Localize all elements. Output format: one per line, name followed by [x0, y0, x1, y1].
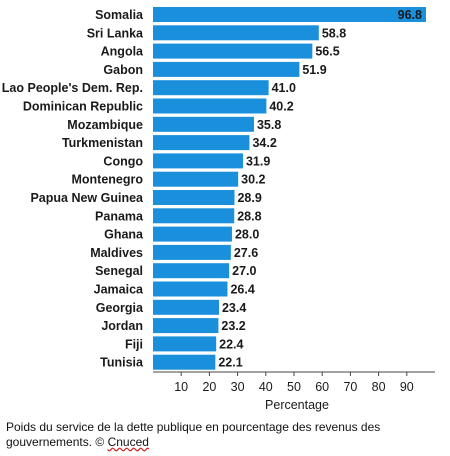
bars-group: [153, 7, 426, 370]
bar: [153, 208, 235, 224]
category-label: Jamaica: [94, 283, 144, 297]
category-label: Sri Lanka: [87, 26, 144, 40]
value-label: 23.4: [222, 301, 246, 315]
value-label: 35.8: [257, 118, 281, 132]
x-tick-label: 80: [372, 380, 386, 394]
caption-text: Poids du service de la dette publique en…: [6, 420, 381, 449]
bar: [153, 61, 300, 77]
x-axis-ticks-group: 10 20 30 40 50 60 70 80 90: [174, 372, 414, 394]
bar: [153, 98, 267, 114]
value-label: 96.8: [398, 8, 422, 22]
bar: [153, 263, 230, 279]
category-labels-group: Somalia Sri Lanka Angola Gabon Lao People's …: [2, 8, 144, 370]
category-label: Panama: [95, 209, 144, 223]
value-label: 34.2: [252, 136, 276, 150]
category-label: Papua New Guinea: [30, 191, 144, 205]
value-label: 27.6: [234, 246, 258, 260]
bar: [153, 226, 232, 242]
category-label: Ghana: [104, 228, 144, 242]
x-tick-label: 70: [343, 380, 357, 394]
bar: [153, 80, 269, 96]
value-label: 58.8: [322, 26, 346, 40]
bar: [153, 244, 231, 260]
bar: [153, 318, 219, 334]
bar: [153, 354, 216, 370]
category-label: Georgia: [96, 301, 144, 315]
value-label: 22.1: [218, 356, 242, 370]
category-label: Somalia: [95, 8, 144, 22]
x-tick-label: 20: [202, 380, 216, 394]
value-label: 22.4: [219, 337, 243, 351]
bar-chart: Somalia Sri Lanka Angola Gabon Lao People's …: [2, 7, 435, 412]
bar: [153, 299, 219, 315]
bar: [153, 171, 239, 187]
category-label: Mozambique: [67, 118, 143, 132]
category-label: Lao People's Dem. Rep.: [2, 81, 143, 95]
bar: [153, 7, 426, 22]
bar: [153, 281, 228, 297]
value-label: 23.2: [221, 319, 245, 333]
value-label: 28.8: [237, 209, 261, 223]
value-label: 51.9: [302, 63, 326, 77]
bar: [153, 190, 235, 205]
value-label: 41.0: [272, 81, 296, 95]
bar: [153, 25, 319, 41]
category-label: Jordan: [101, 319, 143, 333]
category-label: Gabon: [103, 63, 143, 77]
category-label: Dominican Republic: [23, 100, 143, 114]
bar: [153, 135, 250, 151]
category-label: Maldives: [90, 246, 143, 260]
x-tick-label: 50: [287, 380, 301, 394]
value-label: 30.2: [241, 173, 265, 187]
x-tick-label: 10: [174, 380, 188, 394]
x-tick-label: 60: [315, 380, 329, 394]
value-label: 56.5: [315, 45, 339, 59]
category-label: Turkmenistan: [62, 136, 143, 150]
figure-caption: Poids du service de la dette publique en…: [6, 420, 446, 450]
category-label: Senegal: [95, 264, 143, 278]
category-label: Fiji: [125, 337, 143, 351]
category-label: Montenegro: [71, 173, 143, 187]
x-axis-title: Percentage: [265, 398, 329, 412]
category-label: Tunisia: [100, 356, 144, 370]
bar: [153, 153, 243, 169]
value-label: 26.4: [230, 283, 254, 297]
value-label: 28.9: [237, 191, 261, 205]
value-label: 28.0: [235, 228, 259, 242]
bar: [153, 336, 217, 352]
value-label: 31.9: [246, 154, 270, 168]
x-tick-label: 90: [400, 380, 414, 394]
bar: [153, 116, 254, 132]
caption-source: Cnuced: [107, 435, 149, 449]
x-tick-label: 40: [259, 380, 273, 394]
category-label: Angola: [101, 45, 144, 59]
value-labels-group: 96.8 58.8 56.5 51.9 41.0 40.2 35.8 34.2 31.9 30.2…: [218, 8, 422, 370]
value-label: 27.0: [232, 264, 256, 278]
bar: [153, 43, 313, 59]
value-label: 40.2: [269, 100, 293, 114]
x-tick-label: 30: [231, 380, 245, 394]
category-label: Congo: [103, 154, 143, 168]
